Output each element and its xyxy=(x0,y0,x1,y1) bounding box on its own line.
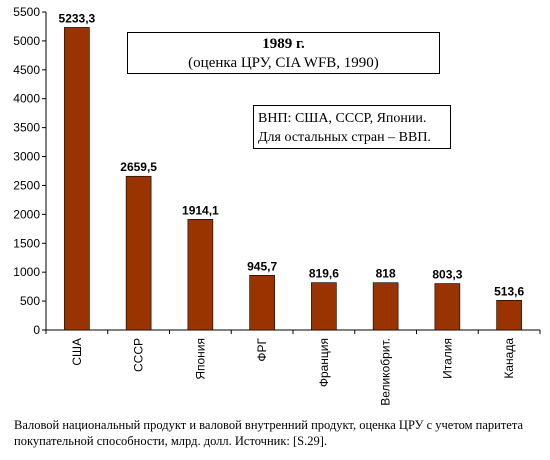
category-label-1: США xyxy=(70,338,84,366)
y-tick-label: 2500 xyxy=(13,178,40,192)
figure-caption: Валовой национальный продукт и валовой в… xyxy=(14,418,524,448)
y-tick-label: 3000 xyxy=(13,150,40,164)
bar-6 xyxy=(372,282,399,331)
data-label-8: 513,6 xyxy=(494,284,524,298)
chart-subtitle: (оценка ЦРУ, CIA WFB, 1990) xyxy=(188,55,379,71)
x-axis-category-labels: США СССР Япония ФРГ Франция Великобрит. Италия… xyxy=(70,337,516,405)
data-label-3: 1914,1 xyxy=(182,203,219,217)
data-label-7: 803,3 xyxy=(432,268,462,282)
y-tick-label: 5500 xyxy=(13,5,40,19)
data-label-5: 819,6 xyxy=(309,267,339,281)
y-tick-label: 4000 xyxy=(13,92,40,106)
data-labels: 5233,3 2659,5 1914,1 945,7 819,6 818 803,3 513,… xyxy=(59,11,525,298)
bar-5 xyxy=(311,282,337,331)
y-tick-label: 5000 xyxy=(13,34,40,48)
note-line-1: ВНП: США, СССР, Японии. xyxy=(258,111,427,126)
chart-note-box: ВНП: США, СССР, Японии. Для остальных ст… xyxy=(253,105,451,149)
category-label-7: Италия xyxy=(440,338,454,379)
data-label-6: 818 xyxy=(376,267,396,281)
category-label-3: Япония xyxy=(193,338,207,380)
y-tick-label: 1500 xyxy=(13,236,40,250)
bar-8 xyxy=(496,300,522,331)
note-line-2: Для остальных стран – ВВП. xyxy=(258,130,431,145)
y-axis-ticks: 0 500 1000 1500 2000 2500 3000 3500 4000 4500 5000… xyxy=(13,5,541,337)
bar-1 xyxy=(64,27,90,331)
data-label-1: 5233,3 xyxy=(59,11,96,25)
chart-title: 1989 г. xyxy=(262,36,305,52)
data-label-2: 2659,5 xyxy=(120,160,157,174)
data-label-4: 945,7 xyxy=(247,259,277,273)
y-tick-label: 2000 xyxy=(13,207,40,221)
category-label-5: Франция xyxy=(317,338,331,387)
y-tick-label: 4500 xyxy=(13,63,40,77)
y-tick-label: 3500 xyxy=(13,121,40,135)
bars xyxy=(64,27,522,331)
y-tick-label: 1000 xyxy=(13,265,40,279)
y-tick-label: 0 xyxy=(33,323,40,337)
bar-4 xyxy=(249,275,275,331)
bar-3 xyxy=(187,219,214,331)
chart-title-box: 1989 г. (оценка ЦРУ, CIA WFB, 1990) xyxy=(127,32,440,74)
category-label-4: ФРГ xyxy=(255,337,269,361)
category-label-8: Канада xyxy=(502,338,516,379)
bar-7 xyxy=(434,283,461,331)
category-label-6: Великобрит. xyxy=(379,338,393,406)
category-label-2: СССР xyxy=(132,338,146,372)
bar-2 xyxy=(125,175,152,331)
y-tick-label: 500 xyxy=(20,294,40,308)
